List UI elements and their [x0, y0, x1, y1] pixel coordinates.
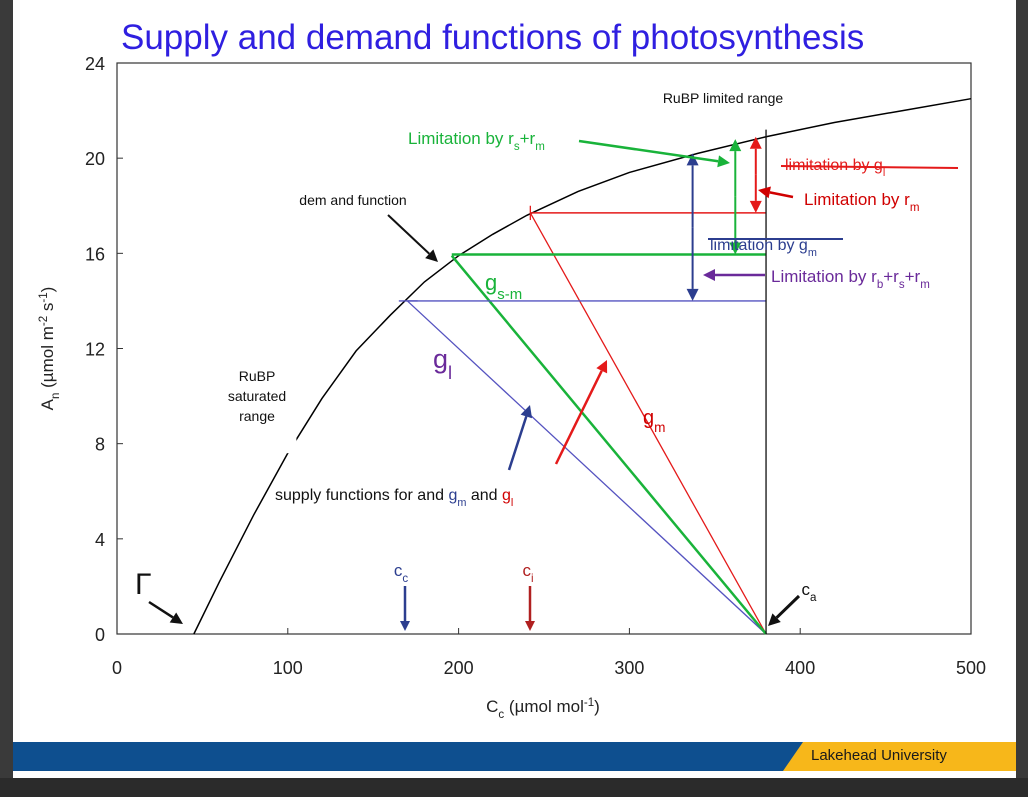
double-arrow-rb: [686, 153, 699, 301]
demand-gap: [284, 374, 297, 454]
g-sm-label: gs-m: [485, 270, 522, 303]
cc-label: cc: [394, 561, 409, 585]
y-axis-label: An (µmol m-2 s-1): [38, 287, 62, 411]
rubp-saturated-3: range: [239, 408, 275, 424]
x-tick-label-300: 300: [614, 658, 644, 678]
ca-arrow: [768, 594, 801, 626]
lim-rm-label: Limitation by rm: [804, 190, 919, 214]
lim-rs-rm-arrow: [578, 139, 730, 168]
x-axis-label: Cc (µmol mol-1): [486, 697, 600, 721]
rubp-saturated-2: saturated: [228, 388, 286, 404]
lim-rb-arrow: [703, 269, 765, 281]
lim-gm-label: limitation by gm: [710, 237, 817, 259]
supply-functions-label: supply functions for and gm and gl: [275, 487, 513, 509]
y-tick-label-0: 0: [95, 625, 105, 645]
series-line-0: [193, 97, 972, 635]
slide: Supply and demand functions of photosynt…: [13, 0, 1016, 784]
y-tick-label-8: 8: [95, 435, 105, 455]
ci-label: ci: [522, 561, 533, 585]
demand-function-arrow: [387, 214, 438, 262]
y-tick-label-12: 12: [85, 340, 105, 360]
g-m-label: gm: [643, 407, 665, 435]
double-arrow-rm-up: [749, 136, 762, 175]
lim-gl-label: limitation by gl: [785, 157, 885, 179]
series-line-2: [529, 212, 767, 635]
y-tick-label-4: 4: [95, 530, 105, 550]
y-tick-label-16: 16: [85, 244, 105, 264]
lim-rs-rm-label: Limitation by rs+rm: [408, 129, 545, 153]
footer-text: Lakehead University: [811, 747, 947, 764]
cc-arrow: [400, 586, 410, 631]
y-tick-label-20: 20: [85, 149, 105, 169]
series-line-3: [450, 254, 768, 635]
x-tick-label-100: 100: [273, 658, 303, 678]
gamma-arrow: [148, 600, 183, 624]
series-line-1: [406, 300, 767, 635]
double-arrow-rs-rm-up: [729, 139, 742, 197]
slide-title: Supply and demand functions of photosynt…: [121, 18, 865, 57]
x-tick-label-0: 0: [112, 658, 122, 678]
bottom-strip: [0, 778, 1028, 797]
x-tick-label-500: 500: [956, 658, 986, 678]
lim-rm-arrow: [758, 186, 794, 199]
ci-arrow: [525, 586, 535, 631]
double-arrow-rs-rm: [729, 139, 742, 255]
x-tick-label-400: 400: [785, 658, 815, 678]
supply-arrow-blue: [507, 405, 533, 471]
footer-gold-band: [783, 742, 1016, 771]
ca-label: ca: [802, 580, 818, 604]
demand-function-label: dem and function: [299, 192, 406, 208]
x-tick-label-200: 200: [444, 658, 474, 678]
y-tick-label-24: 24: [85, 54, 105, 74]
rubp-limited-label: RuBP limited range: [663, 90, 784, 106]
chart: 0 100 200 300 400 500 0 4 8 12 16 20 24 Cc (µmol mol-…: [38, 54, 986, 721]
footer-blue-band: [13, 742, 803, 771]
lim-gl-strike: [780, 165, 959, 169]
lim-rb-rs-rm-label: Limitation by rb+rs+rm: [771, 267, 930, 291]
supply-arrow-red: [554, 360, 608, 465]
double-arrow-rb-up: [686, 153, 699, 228]
g-l-label: gl: [433, 344, 452, 383]
gamma-label: Γ: [135, 568, 152, 601]
double-arrow-rb-down: [686, 227, 699, 301]
rubp-saturated-1: RuBP: [239, 368, 276, 384]
double-arrow-rs-rm-down: [729, 196, 742, 255]
double-arrow-rm-down: [749, 174, 762, 213]
double-arrow-rm: [749, 136, 762, 213]
footer-bar: [13, 742, 1016, 771]
